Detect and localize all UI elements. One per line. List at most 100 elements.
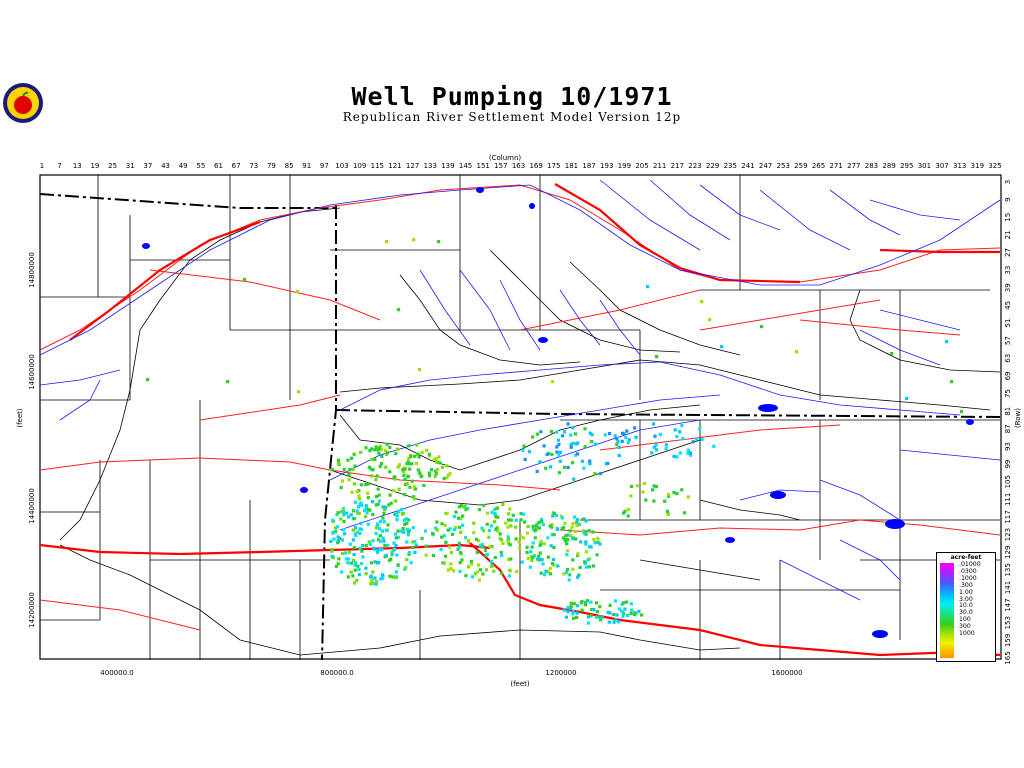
well-cell (675, 492, 679, 496)
well-cell (340, 551, 345, 556)
well-cell (385, 442, 389, 446)
well-cell (427, 474, 432, 478)
well-cell (562, 526, 566, 530)
well-cell (476, 539, 481, 543)
county-boundaries (40, 175, 1000, 660)
well-cell (374, 503, 378, 507)
well-cell (384, 465, 388, 469)
well-cell (352, 482, 357, 486)
well-cell (565, 553, 569, 557)
well-cell (402, 470, 406, 474)
well-cell (482, 529, 486, 533)
column-tick: 277 (847, 162, 860, 170)
well-cell (356, 564, 360, 568)
well-cell (527, 450, 532, 454)
row-tick: 69 (1004, 371, 1012, 380)
well-cell (589, 600, 593, 604)
well-cell (568, 529, 572, 533)
well-cell (519, 512, 523, 516)
column-tick: 103 (335, 162, 348, 170)
well-cell (353, 561, 358, 565)
well-cell (419, 474, 423, 479)
well-cell (573, 432, 578, 436)
well-cell (495, 506, 499, 510)
well-cell (571, 441, 575, 445)
well-cell (490, 564, 494, 568)
well-cell (575, 520, 579, 524)
row-tick: 27 (1004, 248, 1012, 257)
well-cell (591, 564, 595, 568)
well-cell (390, 552, 394, 556)
legend: acre-feet .01000.0300.1000.300 1.00 3.00 10… (936, 552, 996, 662)
well-cell (583, 445, 587, 449)
well-cell (357, 573, 361, 577)
well-cell (405, 540, 409, 544)
well-cell (359, 527, 363, 531)
well-cell (347, 473, 351, 477)
well-cell (368, 542, 373, 546)
well-cell (364, 446, 368, 450)
well-cell (564, 570, 568, 574)
well-cell (385, 451, 389, 455)
well-cell (658, 432, 662, 437)
well-cell (397, 487, 401, 491)
well-cell (652, 422, 656, 426)
column-tick-labels: 1 7 13 19 25 31 37 43 49 55 61 67 73 79 85 91 97 103 109 11… (40, 162, 1002, 170)
well-cell (372, 546, 376, 550)
well-cell (596, 536, 600, 540)
well-cell (367, 482, 371, 486)
well-cell (535, 522, 539, 526)
well-cell (563, 521, 567, 525)
well-cell (494, 527, 498, 531)
well-cell (459, 504, 463, 508)
well-cell (413, 550, 417, 554)
well-cell (388, 470, 392, 474)
well-cell (626, 613, 630, 617)
well-cell (431, 553, 436, 558)
well-cell (562, 430, 567, 434)
well-cell (616, 620, 621, 624)
well-cell (583, 600, 588, 604)
state-boundary (39, 193, 1001, 661)
column-tick: 223 (688, 162, 701, 170)
well-cell (381, 576, 385, 580)
well-cell (567, 578, 571, 582)
well-cell (506, 539, 510, 543)
well-cell (433, 474, 437, 478)
well-cell (477, 508, 481, 512)
well-cell (588, 459, 592, 463)
well-cell (400, 512, 405, 516)
well-cell (406, 533, 410, 537)
well-cell (377, 499, 382, 503)
well-cell (330, 549, 334, 553)
row-tick: 75 (1004, 389, 1012, 398)
well-cell (413, 540, 417, 544)
well-cell (388, 493, 392, 497)
well-cell (599, 472, 603, 476)
well-cell (356, 530, 360, 534)
well-cell (376, 487, 380, 491)
well-cell (226, 380, 230, 384)
row-tick: 63 (1004, 354, 1012, 363)
row-tick: 165 (1004, 651, 1012, 664)
well-cell (582, 531, 586, 535)
well-cell (538, 551, 542, 555)
row-tick: 9 (1004, 197, 1012, 201)
well-cell (641, 490, 645, 494)
well-cell (424, 544, 428, 548)
well-cell (549, 544, 553, 548)
well-cell (566, 606, 570, 610)
well-cell (342, 512, 346, 516)
well-cell (374, 526, 379, 530)
well-cell (403, 477, 407, 481)
well-cell (393, 477, 397, 481)
well-cell (393, 532, 397, 536)
well-cell (460, 558, 464, 562)
legend-color-bar (940, 563, 954, 658)
well-cell (369, 561, 374, 565)
well-cell (571, 609, 575, 614)
well-cell (634, 435, 638, 439)
well-cell (498, 532, 502, 536)
well-cell (613, 618, 618, 622)
well-cell (617, 454, 621, 458)
